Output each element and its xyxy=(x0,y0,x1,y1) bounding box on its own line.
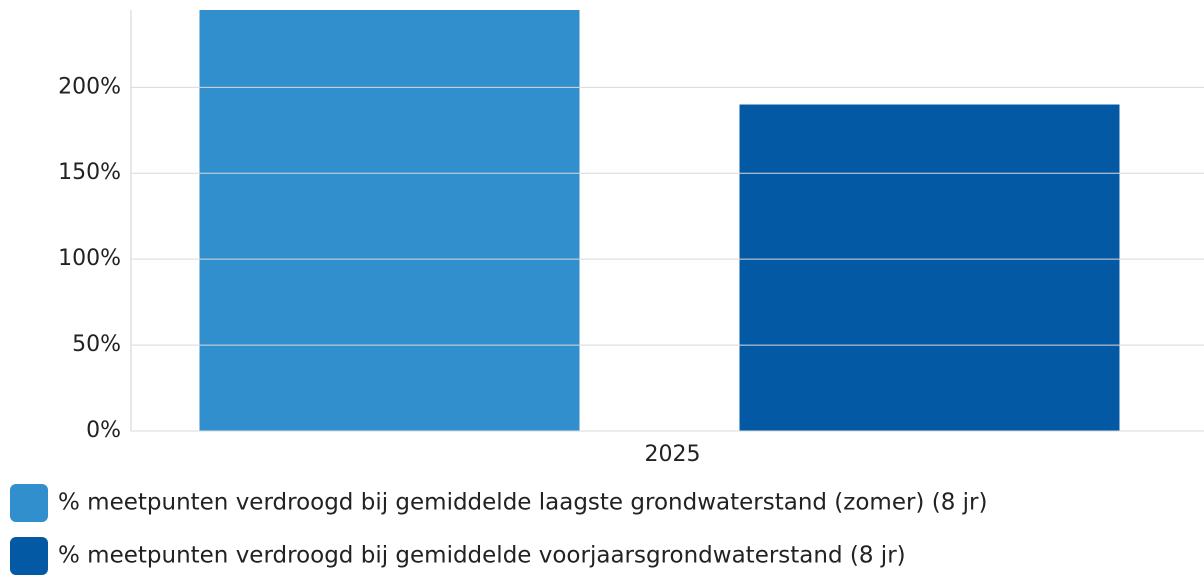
y-tick-label: 200% xyxy=(58,74,121,99)
y-tick-label: 150% xyxy=(58,160,121,185)
x-tick-label: 2025 xyxy=(645,442,701,467)
legend-swatch xyxy=(10,537,48,575)
bar xyxy=(739,104,1120,431)
y-tick-label: 0% xyxy=(86,418,121,443)
y-tick-label: 50% xyxy=(72,332,121,357)
legend-label: % meetpunten verdroogd bij gemiddelde vo… xyxy=(58,543,906,569)
bar xyxy=(199,10,580,431)
y-tick-label: 100% xyxy=(58,246,121,271)
legend-label: % meetpunten verdroogd bij gemiddelde la… xyxy=(58,490,987,516)
bars xyxy=(199,10,1120,431)
legend-swatch xyxy=(10,484,48,522)
